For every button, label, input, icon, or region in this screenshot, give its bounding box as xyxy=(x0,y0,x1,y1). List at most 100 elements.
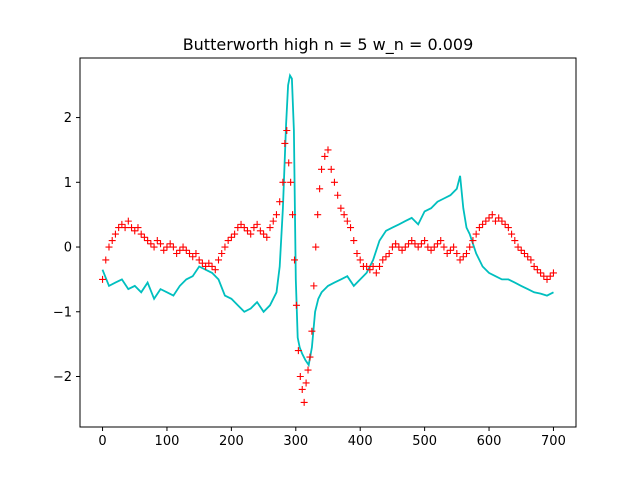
data-point-marker xyxy=(472,230,480,238)
data-point-marker xyxy=(111,230,119,238)
x-tick-label: 700 xyxy=(541,434,566,449)
data-point-marker xyxy=(289,211,297,219)
y-tick-label: 2 xyxy=(64,111,72,126)
data-point-marker xyxy=(443,250,451,258)
data-point-marker xyxy=(504,224,512,232)
data-point-marker xyxy=(350,237,358,245)
x-tick-label: 400 xyxy=(348,434,373,449)
data-point-marker xyxy=(517,246,525,254)
data-point-marker xyxy=(353,250,361,258)
data-point-marker xyxy=(316,185,324,193)
data-point-marker xyxy=(330,178,338,186)
data-point-marker xyxy=(405,240,413,248)
data-point-marker xyxy=(160,246,168,254)
data-point-marker xyxy=(218,250,226,258)
data-point-marker xyxy=(321,152,329,160)
data-point-marker xyxy=(253,220,261,228)
data-point-marker xyxy=(176,246,184,254)
chart-title: Butterworth high n = 5 w_n = 0.009 xyxy=(183,35,474,55)
data-point-marker xyxy=(501,220,509,228)
data-point-marker xyxy=(398,246,406,254)
data-point-marker xyxy=(131,227,139,235)
data-point-marker xyxy=(395,243,403,251)
data-point-marker xyxy=(475,224,483,232)
data-point-marker xyxy=(340,211,348,219)
data-point-marker xyxy=(300,398,308,406)
data-point-marker xyxy=(302,379,310,387)
data-point-marker xyxy=(511,237,519,245)
data-point-marker xyxy=(128,224,136,232)
data-point-marker xyxy=(182,246,190,254)
data-point-marker xyxy=(306,353,314,361)
data-point-marker xyxy=(147,240,155,248)
data-point-marker xyxy=(186,250,194,258)
x-tick-label: 200 xyxy=(219,434,244,449)
data-point-marker xyxy=(202,262,210,270)
data-point-marker xyxy=(108,237,116,245)
data-point-marker xyxy=(276,198,284,206)
data-point-marker xyxy=(281,139,289,147)
data-point-marker xyxy=(137,230,145,238)
plot-area xyxy=(99,73,557,406)
data-point-marker xyxy=(205,259,213,267)
data-point-marker xyxy=(479,220,487,228)
data-point-marker xyxy=(347,224,355,232)
data-point-marker xyxy=(430,243,438,251)
data-point-marker xyxy=(314,211,322,219)
data-point-marker xyxy=(527,256,535,264)
data-point-marker xyxy=(543,275,551,283)
data-point-marker xyxy=(312,243,320,251)
data-point-marker xyxy=(327,165,335,173)
data-point-marker xyxy=(250,224,258,232)
y-tick-label: 1 xyxy=(64,176,72,191)
data-point-marker xyxy=(124,217,132,225)
data-point-marker xyxy=(263,233,271,241)
data-point-marker xyxy=(508,230,516,238)
x-tick-label: 600 xyxy=(477,434,502,449)
data-point-marker xyxy=(324,146,332,154)
data-point-marker xyxy=(269,217,277,225)
data-point-marker xyxy=(304,366,312,374)
data-point-marker xyxy=(456,256,464,264)
data-point-marker xyxy=(296,373,304,381)
axes-frame xyxy=(79,57,577,428)
data-point-marker xyxy=(459,253,467,261)
data-point-marker xyxy=(227,233,235,241)
y-tick-label: −1 xyxy=(53,305,72,320)
data-point-marker xyxy=(140,233,148,241)
data-point-marker xyxy=(272,211,280,219)
data-point-marker xyxy=(287,178,295,186)
data-point-marker xyxy=(99,275,107,283)
data-point-marker xyxy=(234,224,242,232)
data-point-marker xyxy=(356,256,364,264)
data-point-marker xyxy=(157,240,165,248)
series-line-0 xyxy=(101,73,554,368)
data-point-marker xyxy=(134,224,142,232)
data-point-marker xyxy=(376,262,384,270)
data-point-marker xyxy=(498,217,506,225)
data-point-marker xyxy=(382,253,390,261)
data-point-marker xyxy=(334,191,342,199)
data-point-marker xyxy=(488,211,496,219)
data-point-marker xyxy=(294,347,302,355)
data-point-marker xyxy=(224,237,232,245)
data-point-marker xyxy=(115,224,123,232)
data-point-marker xyxy=(388,243,396,251)
data-point-marker xyxy=(421,237,429,245)
data-point-marker xyxy=(524,253,532,261)
data-point-marker xyxy=(434,240,442,248)
data-point-marker xyxy=(318,165,326,173)
data-point-marker xyxy=(453,250,461,258)
data-point-marker xyxy=(102,256,110,264)
data-point-marker xyxy=(440,243,448,251)
y-tick-label: 0 xyxy=(64,241,72,256)
data-point-marker xyxy=(491,217,499,225)
data-point-marker xyxy=(466,243,474,251)
data-point-marker xyxy=(343,217,351,225)
data-point-marker xyxy=(298,385,306,393)
x-axis: 0 100 200 300 400 500 600 700 xyxy=(98,427,566,449)
y-axis: −2 −1 0 1 2 xyxy=(53,111,80,385)
x-tick-label: 100 xyxy=(155,434,180,449)
data-point-marker xyxy=(372,269,380,277)
